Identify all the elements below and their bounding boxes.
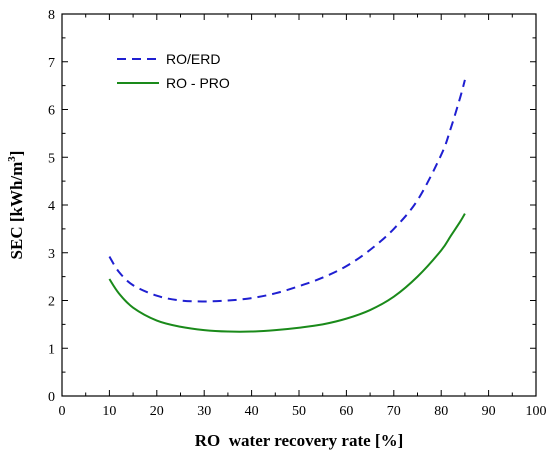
- x-tick-label: 0: [59, 404, 66, 419]
- y-tick-label: 3: [48, 247, 55, 262]
- y-axis-title: SEC [kWh/m3]: [6, 151, 26, 260]
- series-line-ro-pro: [108, 213, 466, 333]
- x-tick-label: 40: [245, 404, 259, 419]
- x-tick-label: 10: [102, 404, 116, 419]
- y-tick-label: 8: [48, 8, 55, 23]
- x-tick-labels: 0 10 20 30 40 50 60 70 80 90 100: [59, 404, 547, 419]
- x-axis-title: RO water recovery rate [%]: [195, 431, 403, 450]
- y-axis-title-end: ]: [7, 151, 26, 157]
- y-tick-labels: 0 1 2 3 4 5 6 7 8: [48, 8, 55, 405]
- plot-frame: [61, 13, 537, 397]
- x-tick-label: 30: [197, 404, 211, 419]
- y-tick-label: 7: [48, 56, 55, 71]
- x-tick-label: 50: [292, 404, 306, 419]
- y-tick-label: 0: [48, 390, 55, 405]
- x-tick-label: 100: [526, 404, 547, 419]
- x-tick-label: 20: [150, 404, 164, 419]
- y-tick-label: 5: [48, 151, 55, 166]
- legend: RO/ERD RO - PRO: [117, 51, 230, 91]
- x-tick-label: 80: [434, 404, 448, 419]
- series-line-ro-erd: [108, 79, 466, 303]
- x-tick-label: 60: [339, 404, 353, 419]
- y-tick-label: 1: [48, 342, 55, 357]
- y-tick-label: 6: [48, 104, 55, 119]
- x-tick-label: 90: [482, 404, 496, 419]
- x-tick-label: 70: [387, 404, 401, 419]
- series-lines: [108, 79, 466, 333]
- y-tick-label: 2: [48, 295, 55, 310]
- legend-label-ro-pro: RO - PRO: [166, 75, 230, 91]
- y-axis-title-main: SEC [kWh/m: [7, 162, 26, 260]
- minor-ticks: [62, 14, 536, 396]
- y-axis-title-superscript: 3: [6, 156, 18, 162]
- y-tick-label: 4: [48, 199, 55, 214]
- legend-label-ro-erd: RO/ERD: [166, 51, 220, 67]
- major-ticks: [61, 13, 537, 397]
